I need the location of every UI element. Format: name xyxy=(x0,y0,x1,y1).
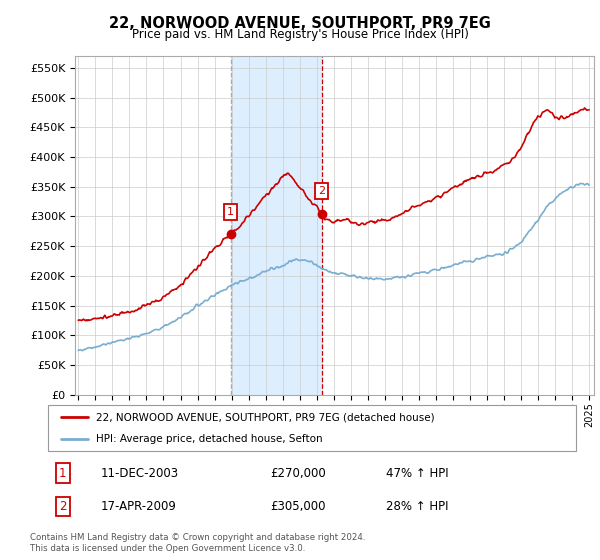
Text: Contains HM Land Registry data © Crown copyright and database right 2024.
This d: Contains HM Land Registry data © Crown c… xyxy=(30,533,365,553)
Text: 28% ↑ HPI: 28% ↑ HPI xyxy=(386,500,448,513)
Text: 1: 1 xyxy=(59,466,67,480)
Text: 47% ↑ HPI: 47% ↑ HPI xyxy=(386,466,449,480)
Text: HPI: Average price, detached house, Sefton: HPI: Average price, detached house, Seft… xyxy=(95,435,322,444)
Text: 2: 2 xyxy=(318,186,325,196)
Text: 22, NORWOOD AVENUE, SOUTHPORT, PR9 7EG (detached house): 22, NORWOOD AVENUE, SOUTHPORT, PR9 7EG (… xyxy=(95,412,434,422)
Text: 17-APR-2009: 17-APR-2009 xyxy=(101,500,176,513)
Text: 11-DEC-2003: 11-DEC-2003 xyxy=(101,466,179,480)
Text: £305,000: £305,000 xyxy=(270,500,325,513)
Text: 22, NORWOOD AVENUE, SOUTHPORT, PR9 7EG: 22, NORWOOD AVENUE, SOUTHPORT, PR9 7EG xyxy=(109,16,491,31)
Text: £270,000: £270,000 xyxy=(270,466,326,480)
Text: 1: 1 xyxy=(227,207,234,217)
Text: 2: 2 xyxy=(59,500,67,513)
FancyBboxPatch shape xyxy=(48,405,576,451)
Bar xyxy=(230,56,322,395)
Text: Price paid vs. HM Land Registry's House Price Index (HPI): Price paid vs. HM Land Registry's House … xyxy=(131,28,469,41)
